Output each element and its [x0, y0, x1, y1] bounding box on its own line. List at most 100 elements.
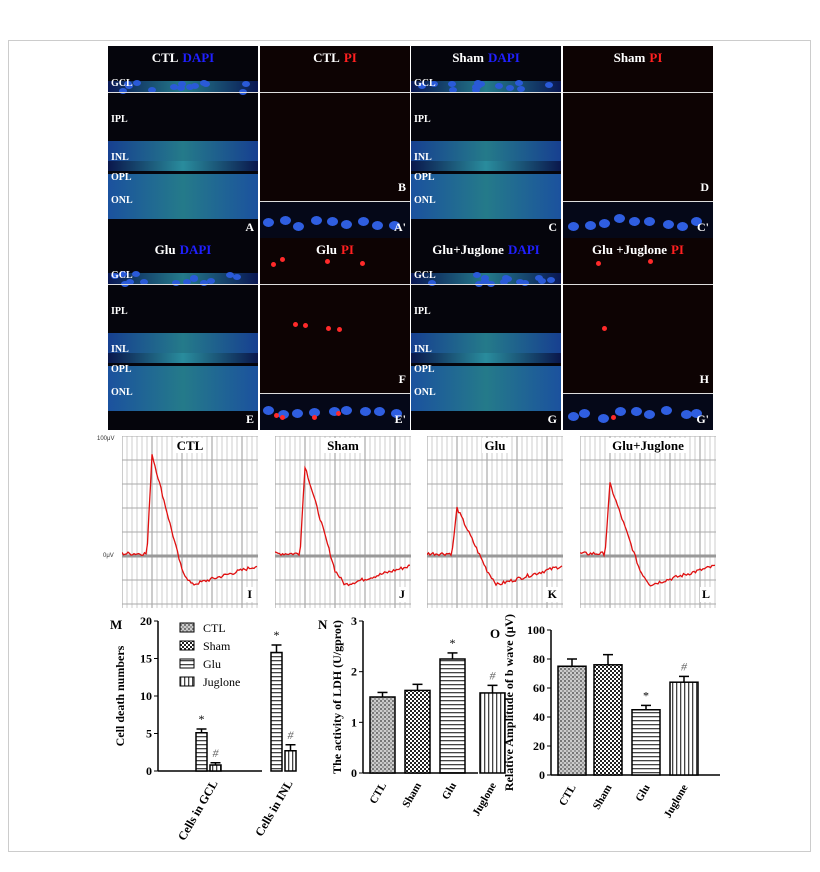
- pi-positive-cell: [595, 261, 601, 267]
- x-tick-label: Juglone: [470, 780, 499, 818]
- pi-positive-cell: [271, 262, 277, 268]
- panel-letter: I: [245, 587, 254, 602]
- panel-title: CTL PI: [260, 50, 410, 66]
- nucleus: [327, 216, 339, 226]
- stain-label: PI: [340, 242, 354, 257]
- x-tick-label: Cells in GCL: [175, 778, 221, 843]
- inset-boundary-line: [563, 393, 713, 394]
- y-tick-label: 2: [351, 665, 357, 679]
- layer-label-onl: ONL: [414, 387, 436, 398]
- layer-label-gcl: GCL: [111, 270, 133, 281]
- pi-positive-cell: [293, 322, 299, 328]
- erg-grid: [427, 436, 563, 608]
- nucleus: [502, 274, 511, 281]
- nucleus: [584, 220, 596, 230]
- nucleus: [190, 275, 199, 282]
- nucleus: [177, 81, 186, 88]
- nucleus: [644, 410, 656, 420]
- inset-boundary-line: [260, 393, 410, 394]
- significance-mark: *: [199, 712, 205, 726]
- nucleus: [535, 275, 544, 282]
- nucleus: [472, 271, 481, 278]
- nucleus: [663, 219, 675, 229]
- nucleus: [474, 79, 483, 86]
- nucleus: [390, 409, 402, 419]
- stain-label: DAPI: [179, 242, 212, 257]
- panel-title: Sham DAPI: [411, 50, 561, 66]
- erg-title: Glu: [427, 438, 563, 454]
- erg-trace: [275, 465, 411, 587]
- nucleus: [480, 278, 489, 285]
- nucleus: [241, 80, 250, 87]
- unit-0uv: 0μV: [103, 553, 114, 559]
- y-tick-label: 10: [140, 689, 152, 703]
- nucleus: [171, 279, 180, 286]
- condition-label: Glu: [154, 242, 176, 257]
- layer-label-onl: ONL: [111, 195, 133, 206]
- y-tick-label: 60: [533, 681, 545, 695]
- nucleus: [430, 81, 439, 88]
- nucleus: [340, 220, 352, 230]
- nucleus: [262, 218, 274, 228]
- nucleus: [202, 80, 211, 87]
- panel-letter: E': [394, 412, 406, 426]
- nucleus: [417, 83, 426, 90]
- y-axis-label: The activity of LDH (U/gprot): [330, 620, 344, 774]
- panel-letter: B: [397, 180, 406, 194]
- nucleus: [120, 280, 129, 287]
- nuclear-layer-band: [108, 353, 258, 363]
- erg-title-text: CTL: [173, 438, 207, 453]
- pi-positive-cell: [280, 256, 286, 262]
- nucleus: [190, 83, 199, 90]
- stain-label: DAPI: [507, 242, 540, 257]
- y-tick-label: 20: [533, 739, 545, 753]
- pi-positive-cell: [324, 259, 330, 265]
- erg-grid: [580, 436, 716, 608]
- x-tick-label: CTL: [367, 781, 389, 807]
- y-tick-label: 1: [351, 715, 357, 729]
- nucleus: [372, 221, 384, 231]
- nucleus: [568, 411, 580, 421]
- nucleus: [568, 221, 580, 231]
- nucleus: [206, 277, 215, 284]
- panel-title: CTL DAPI: [108, 50, 258, 66]
- layer-label-inl: INL: [111, 344, 129, 355]
- nucleus: [125, 278, 134, 285]
- y-tick-label: 3: [351, 614, 357, 628]
- y-tick-label: 100: [527, 623, 545, 637]
- layer-label-ipl: IPL: [111, 306, 128, 317]
- nucleus: [111, 272, 120, 279]
- nucleus: [226, 272, 235, 279]
- nucleus: [262, 406, 274, 416]
- layer-boundary-line: [260, 92, 410, 93]
- panel-letter: M: [110, 617, 122, 632]
- legend-swatch: [179, 658, 195, 669]
- y-tick-label: 0: [539, 768, 545, 782]
- layer-label-inl: INL: [414, 344, 432, 355]
- micrograph-panel-C: Sham DAPI GCL IPL INL OPL ONL C: [411, 46, 561, 238]
- pi-positive-cell: [273, 412, 279, 418]
- significance-mark: #: [213, 746, 220, 760]
- legend-swatch: [179, 622, 195, 633]
- bar: [593, 664, 623, 776]
- y-axis-label: Cell death numbers: [113, 645, 127, 746]
- bar: [195, 732, 208, 772]
- dapi-inset: [260, 202, 410, 238]
- erg-panel-I: CTL I: [122, 436, 258, 608]
- nucleus: [517, 85, 526, 92]
- layer-label-opl: OPL: [414, 172, 435, 183]
- significance-mark: #: [288, 728, 295, 742]
- stain-label: PI: [343, 50, 357, 65]
- nucleus: [200, 279, 209, 286]
- pi-positive-cell: [647, 259, 653, 265]
- panel-letter: H: [699, 372, 709, 386]
- pi-positive-cell: [312, 415, 318, 421]
- nucleus: [239, 88, 248, 95]
- panel-title: Glu +Juglone PI: [563, 242, 713, 258]
- micrograph-panel-B: CTL PI B A': [260, 46, 410, 238]
- nucleus: [132, 79, 141, 86]
- layer-label-onl: ONL: [111, 387, 133, 398]
- panel-letter: A': [394, 220, 406, 234]
- nucleus: [448, 86, 457, 93]
- nucleus: [481, 275, 490, 282]
